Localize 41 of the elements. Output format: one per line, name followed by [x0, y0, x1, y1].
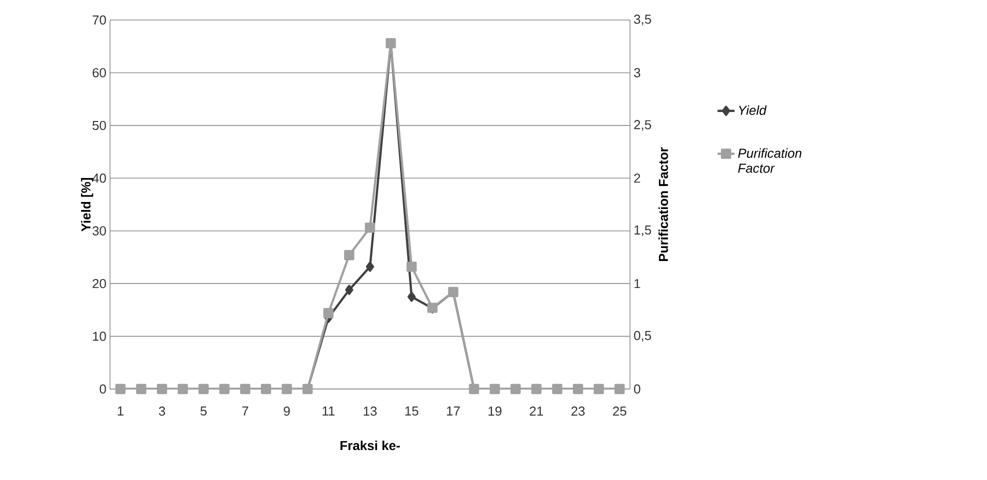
x-tick-label: 25 — [613, 406, 626, 416]
x-tick-label: 21 — [530, 406, 544, 416]
point — [344, 250, 354, 260]
y2-tick-label: 0,5 — [634, 330, 652, 342]
y-tick-label: 50 — [92, 120, 106, 130]
point — [406, 262, 417, 272]
x-tick-label: 3 — [158, 406, 166, 416]
point — [366, 262, 374, 272]
x-tick-label: 23 — [571, 406, 585, 416]
y-tick-label: 70 — [92, 15, 106, 25]
y-tick-label: 0 — [100, 384, 106, 394]
y-tick-label: 20 — [92, 278, 106, 288]
legend-label: Yield — [739, 105, 767, 115]
x-tick-label: 1 — [118, 406, 124, 416]
point — [323, 308, 334, 318]
y-tick-label: 60 — [92, 68, 106, 78]
y2-tick-label: 2 — [634, 174, 640, 183]
point — [364, 222, 376, 233]
y-axis-title: Yield [%] — [81, 178, 94, 232]
x-tick-label: 5 — [200, 406, 207, 416]
x-tick-label: 7 — [242, 406, 248, 416]
y2-tick-label: 0 — [634, 384, 640, 394]
y-tick-label: 30 — [92, 226, 106, 236]
x-tick-label: 19 — [488, 406, 502, 416]
y2-tick-label: 1,5 — [634, 226, 652, 236]
x-tick-label: 9 — [284, 406, 290, 416]
y-tick-label: 10 — [93, 332, 106, 341]
y-tick-label: 40 — [92, 174, 106, 183]
point — [408, 292, 416, 302]
x-tick-label: 13 — [364, 406, 377, 416]
y2-tick-label: 3,5 — [634, 14, 652, 26]
y2-axis-title: Purification Factor — [658, 147, 668, 262]
y2-tick-label: 1 — [634, 279, 640, 288]
y2-tick-label: 2,5 — [634, 120, 652, 131]
point — [345, 284, 354, 295]
x-tick-label: 15 — [405, 406, 418, 416]
x-tick-label: 11 — [322, 406, 335, 416]
y2-tick-label: 3 — [634, 68, 640, 78]
legend-label: Purification Factor — [738, 148, 802, 173]
x-axis-title: Fraksi ke- — [340, 440, 400, 450]
x-tick-label: 17 — [446, 406, 460, 416]
